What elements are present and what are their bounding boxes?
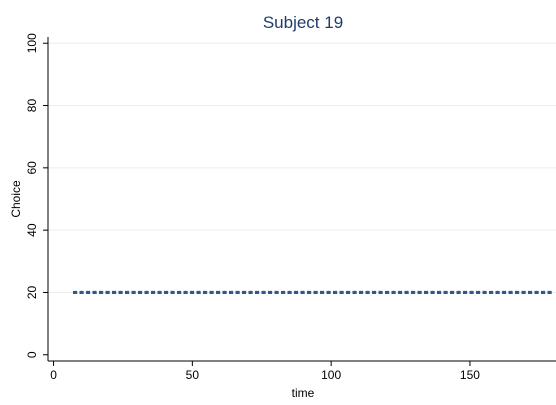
x-axis-ticks: 0 50 100 150 [50, 361, 480, 382]
grid-lines [48, 42, 556, 293]
y-tick-label: 60 [25, 161, 39, 175]
x-tick-label: 100 [321, 368, 341, 382]
y-tick-label: 100 [25, 33, 39, 53]
x-tick-label: 50 [186, 368, 200, 382]
y-axis-ticks: 0 20 40 60 80 100 [25, 33, 48, 358]
y-tick-label: 20 [25, 285, 39, 299]
y-tick-label: 40 [25, 223, 39, 237]
y-tick-label: 80 [25, 99, 39, 113]
y-axis-label: Choice [9, 180, 23, 218]
y-tick-label: 0 [25, 351, 39, 358]
chart-title: Subject 19 [263, 13, 343, 32]
x-axis-label: time [292, 386, 315, 400]
x-tick-label: 150 [460, 368, 480, 382]
x-tick-label: 0 [50, 368, 57, 382]
